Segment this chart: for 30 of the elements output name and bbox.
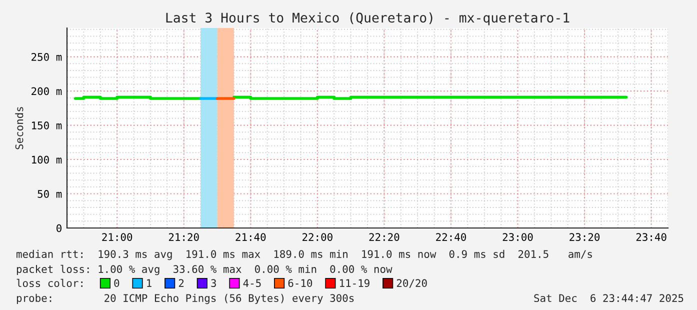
text: Sat Dec 6 23:44:47 2025 [534, 294, 684, 302]
x-tick-label: 22:40 [436, 233, 466, 241]
x-tick-label: 23:00 [502, 233, 533, 241]
y-tick-label: 100 m [32, 156, 62, 164]
text: probe: 20 ICMP Echo Pings (56 Bytes) every 300s [16, 294, 354, 304]
legend-label: 4-5 [243, 279, 261, 288]
legend-title: loss color: [16, 278, 82, 288]
legend-label: 3 [211, 279, 216, 288]
legend-label: 6-10 [288, 279, 312, 288]
x-tick-label: 21:40 [236, 233, 266, 241]
text: packet loss: 1.00 % avg 33.60 % max 0.00 % min 0.00 % now [16, 264, 392, 276]
y-tick-label: 200 m [32, 87, 62, 96]
y-axis-title: Seconds [15, 107, 24, 150]
text: median rtt: 190.3 ms avg 191.0 ms max 189.0 ms min 191.0 ms now 0.9 ms sd 201.5 am/s [16, 250, 592, 260]
legend-label: 1 [147, 279, 152, 287]
x-tick-label: 23:40 [636, 233, 666, 241]
legend-label: 11-19 [340, 279, 370, 288]
x-tick-label: 21:00 [102, 233, 132, 241]
chart-title: Last 3 Hours to Mexico (Queretaro) - mx-queretaro-1 [166, 12, 570, 26]
x-tick-label: 22:20 [369, 233, 400, 241]
x-tick-label: 22:00 [302, 233, 332, 241]
legend-label: 0 [114, 279, 120, 288]
y-tick-label: 50 m [38, 190, 62, 198]
legend-label: 20/20 [396, 279, 427, 288]
legend-label: 2 [178, 279, 184, 287]
y-tick-label: 250 m [32, 53, 62, 61]
y-tick-label: 0 [56, 224, 62, 232]
x-tick-label: 21:20 [168, 233, 199, 241]
x-tick-label: 23:20 [570, 233, 600, 241]
y-tick-label: 150 m [32, 122, 62, 130]
